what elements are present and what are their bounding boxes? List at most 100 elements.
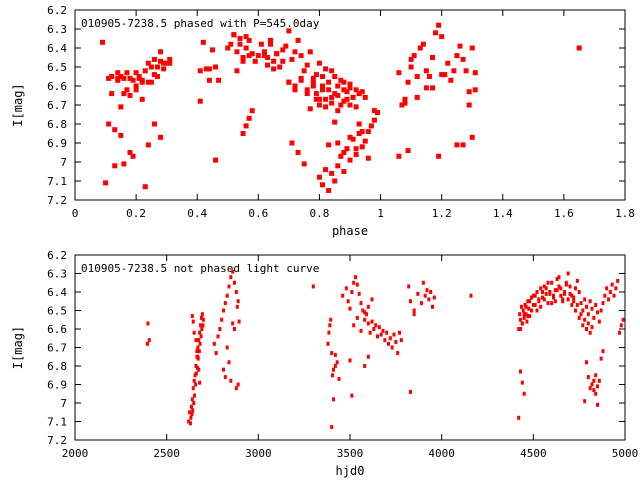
data-point bbox=[608, 290, 612, 294]
data-point bbox=[619, 323, 623, 328]
data-point bbox=[466, 89, 472, 95]
data-point bbox=[197, 68, 203, 74]
y-tick-label: 6.7 bbox=[47, 342, 67, 355]
data-point bbox=[457, 43, 463, 49]
data-point bbox=[331, 373, 335, 378]
data-point bbox=[555, 277, 559, 282]
data-point bbox=[313, 72, 319, 78]
data-point bbox=[581, 323, 585, 328]
data-point bbox=[357, 291, 361, 296]
data-point bbox=[420, 41, 426, 47]
data-point bbox=[218, 327, 222, 331]
data-point bbox=[561, 297, 565, 302]
data-point bbox=[329, 317, 333, 322]
data-point bbox=[518, 312, 522, 317]
data-point bbox=[147, 338, 151, 343]
data-point bbox=[220, 317, 224, 322]
data-point bbox=[564, 280, 568, 285]
data-point bbox=[194, 371, 198, 376]
data-point bbox=[359, 144, 365, 150]
data-point bbox=[127, 150, 133, 155]
data-point bbox=[353, 146, 359, 152]
data-point bbox=[396, 153, 402, 159]
data-point bbox=[519, 327, 522, 331]
data-point bbox=[310, 83, 316, 89]
data-point bbox=[246, 53, 252, 59]
data-point bbox=[277, 64, 283, 70]
data-point bbox=[409, 389, 412, 394]
data-point bbox=[330, 425, 334, 430]
data-point bbox=[563, 291, 566, 296]
data-point bbox=[585, 327, 588, 331]
data-point bbox=[283, 43, 289, 49]
unphased-light-curve-chart: 2000 2500 3000 3500 4000 4500 5000 6.2 6.3 6.4 6.5… bbox=[11, 249, 638, 478]
data-point bbox=[228, 41, 234, 47]
y-tick-label: 7 bbox=[60, 397, 67, 410]
x-tick-label: 0 bbox=[72, 207, 79, 220]
data-point bbox=[597, 319, 601, 324]
data-point bbox=[552, 293, 555, 298]
data-point bbox=[223, 375, 227, 380]
data-point bbox=[329, 100, 335, 106]
data-point bbox=[442, 72, 448, 78]
plot-title: 010905-7238.5 phased with P=545.0day bbox=[81, 17, 320, 30]
data-point bbox=[200, 312, 204, 317]
y-axis-title: I[mag] bbox=[11, 83, 25, 126]
data-point bbox=[402, 96, 408, 102]
data-point bbox=[145, 79, 151, 85]
data-point bbox=[124, 87, 130, 93]
data-point bbox=[237, 319, 241, 324]
data-point bbox=[381, 328, 385, 333]
data-point bbox=[249, 108, 255, 114]
data-point bbox=[398, 330, 401, 335]
data-point bbox=[411, 53, 417, 59]
data-point bbox=[216, 77, 222, 83]
data-point bbox=[223, 301, 227, 306]
data-point bbox=[328, 323, 332, 328]
y-tick-label: 6.4 bbox=[47, 286, 67, 299]
data-point bbox=[405, 79, 411, 85]
data-point bbox=[517, 415, 521, 420]
data-point bbox=[472, 87, 478, 93]
data-point bbox=[359, 89, 365, 95]
data-point bbox=[383, 338, 387, 343]
data-point bbox=[231, 321, 235, 326]
data-point bbox=[616, 278, 620, 283]
data-point bbox=[350, 94, 356, 100]
data-point bbox=[145, 341, 149, 346]
data-point bbox=[363, 364, 367, 368]
data-point bbox=[522, 391, 526, 396]
data-point bbox=[201, 323, 205, 328]
data-point bbox=[341, 87, 347, 93]
data-point bbox=[356, 131, 362, 136]
data-point bbox=[190, 314, 194, 319]
data-point bbox=[466, 102, 472, 108]
data-point bbox=[213, 157, 219, 163]
data-point bbox=[525, 319, 529, 324]
data-point bbox=[280, 47, 286, 53]
data-point bbox=[366, 304, 370, 309]
y-tick-label: 7.1 bbox=[47, 416, 67, 429]
data-point bbox=[575, 278, 579, 283]
data-point bbox=[344, 96, 350, 102]
data-point bbox=[524, 304, 528, 309]
data-point bbox=[353, 151, 359, 157]
data-point bbox=[249, 51, 255, 57]
data-point bbox=[388, 336, 392, 341]
data-point bbox=[280, 58, 286, 64]
data-point bbox=[237, 36, 243, 41]
data-point bbox=[191, 386, 195, 391]
data-point bbox=[190, 412, 194, 417]
data-point bbox=[439, 72, 445, 78]
data-point bbox=[167, 56, 173, 62]
data-point bbox=[577, 315, 581, 320]
data-point bbox=[350, 290, 354, 294]
data-point bbox=[448, 77, 454, 83]
data-point bbox=[347, 134, 353, 140]
data-point bbox=[588, 330, 592, 335]
data-point bbox=[289, 56, 295, 62]
data-point bbox=[158, 134, 164, 140]
data-point bbox=[231, 32, 237, 38]
data-point bbox=[158, 49, 164, 55]
